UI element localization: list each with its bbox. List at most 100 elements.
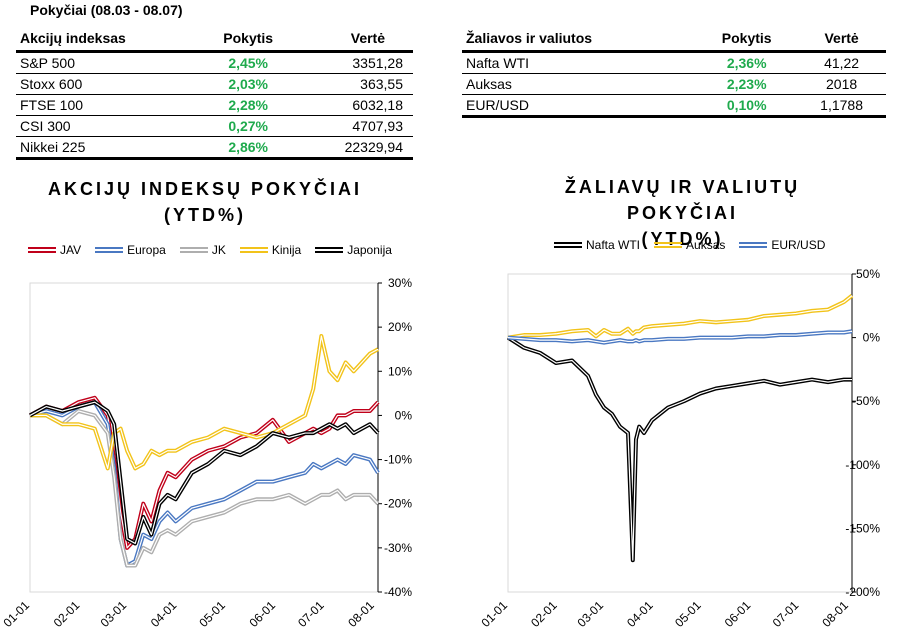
y-tick-label: -100%: [845, 458, 880, 472]
legend-item: Kinija: [239, 243, 302, 257]
x-tick-label: 08-01: [345, 598, 377, 630]
legend-swatch: [554, 242, 582, 248]
series-line-highlight: [30, 335, 379, 469]
row-name: S&P 500: [16, 51, 202, 74]
y-tick-label: -200%: [845, 585, 880, 599]
y-tick-label: 20%: [388, 320, 412, 334]
series-line-jav: [29, 395, 380, 550]
legend-swatch: [28, 247, 56, 253]
legend-label: EUR/USD: [771, 238, 826, 252]
x-tick-label: 03-01: [575, 598, 607, 630]
series-line-highlight: [507, 295, 853, 339]
row-change: 2,36%: [696, 51, 798, 74]
series-line-highlight: [29, 401, 379, 567]
x-tick-label: 05-01: [672, 598, 704, 630]
x-tick-label: 06-01: [247, 598, 279, 630]
legend-label: Auksas: [686, 238, 726, 252]
chart-title-text: AKCIJŲ INDEKSŲ POKYČIAI: [47, 179, 363, 199]
table-row: Nikkei 225 2,86% 22329,94: [16, 136, 413, 160]
legend-item: Auksas: [654, 238, 725, 252]
legend-label: Europa: [127, 243, 166, 257]
row-name: CSI 300: [16, 115, 202, 137]
legend-swatch: [739, 242, 768, 248]
table-row: CSI 300 0,27% 4707,93: [16, 115, 413, 137]
x-tick-label: 04-01: [148, 598, 180, 630]
x-tick-label: 02-01: [51, 598, 83, 630]
table-row: Auksas 2,23% 2018: [462, 73, 886, 95]
legend-label: Kinija: [271, 243, 302, 257]
legend-label: Japonija: [347, 243, 392, 257]
row-change: 2,86%: [201, 136, 296, 160]
commodities-line-chart: 50% 0% -50% -100% -150% -200% 01-01 02-01 03-01 0…: [479, 267, 881, 630]
row-change: 2,45%: [201, 51, 296, 74]
x-tick-label: 07-01: [295, 598, 327, 630]
series-line-highlight: [29, 401, 379, 545]
row-value: 2018: [797, 73, 886, 95]
y-tick-label: 0%: [863, 331, 881, 345]
legend-swatch: [315, 247, 344, 253]
column-header: Pokytis: [696, 27, 798, 53]
x-tick-label: 08-01: [819, 598, 851, 630]
y-tick-label: 50%: [856, 267, 880, 281]
chart-subtitle-text: (YTD%): [641, 229, 724, 249]
y-tick-label: 30%: [388, 276, 412, 290]
chart-subtitle-text: (YTD%): [164, 205, 246, 225]
legend-swatch: [239, 247, 268, 253]
column-header: Vertė: [295, 27, 413, 53]
table-row: Stoxx 600 2,03% 363,55: [16, 73, 413, 95]
row-name: EUR/USD: [462, 94, 697, 118]
legend-item: EUR/USD: [739, 238, 825, 252]
stocks-table: Akcijų indeksas Pokytis Vertė S&P 500 2,4…: [16, 27, 413, 160]
x-tick-label: 01-01: [479, 598, 511, 630]
row-value: 4707,93: [295, 115, 413, 137]
legend-item: JK: [179, 243, 226, 257]
y-tick-label: -150%: [845, 521, 880, 535]
legend-swatch: [95, 247, 124, 253]
stocks-line-chart: 30% 20% 10% 0% -10% -20% -30% -40% 01-01 02-01 03-…: [1, 276, 413, 630]
legend-item: Europa: [95, 243, 166, 257]
y-tick-label: -50%: [852, 394, 880, 408]
table-header-row: Akcijų indeksas Pokytis Vertė: [16, 27, 413, 53]
row-change: 2,28%: [201, 94, 296, 116]
y-tick-label: -30%: [384, 541, 412, 555]
commodities-table: Žaliavos ir valiutos Pokytis Vertė Nafta…: [462, 27, 886, 118]
x-tick-label: 03-01: [98, 598, 130, 630]
series-line-highlight: [507, 337, 852, 561]
row-name: FTSE 100: [16, 94, 202, 116]
page-title: Pokyčiai (08.03 - 08.07): [30, 2, 183, 18]
x-tick-label: 05-01: [196, 598, 228, 630]
row-change: 2,23%: [696, 73, 798, 95]
legend-swatch: [179, 247, 208, 253]
x-tick-label: 02-01: [528, 598, 560, 630]
legend-item: Japonija: [315, 243, 392, 257]
legend-label: Nafta WTI: [586, 238, 641, 252]
y-tick-label: -40%: [384, 585, 412, 599]
legend-item: JAV: [28, 243, 81, 257]
row-name: Nafta WTI: [462, 51, 697, 74]
row-name: Auksas: [462, 73, 697, 95]
series-line-highlight: [507, 330, 853, 344]
series-line-highlight: [30, 410, 379, 567]
y-tick-label: -10%: [384, 453, 412, 467]
column-header: Pokytis: [201, 27, 296, 53]
legend-swatch: [654, 242, 683, 248]
series-line-auksas: [507, 294, 854, 340]
table-row: S&P 500 2,45% 3351,28: [16, 51, 413, 74]
series-line-nafta-wti: [506, 335, 852, 563]
row-value: 3351,28: [295, 51, 413, 74]
chart-title-text: ŽALIAVŲ IR VALIUTŲ POKYČIAI: [564, 177, 801, 223]
row-value: 22329,94: [295, 136, 413, 160]
chart-title-stocks: AKCIJŲ INDEKSŲ POKYČIAI (YTD%): [40, 176, 370, 228]
column-header: Žaliavos ir valiutos: [462, 27, 697, 53]
table-row: EUR/USD 0,10% 1,1788: [462, 94, 886, 118]
chart-legend-stocks: JAV Europa JK Kinija Japonija: [28, 243, 406, 257]
row-value: 363,55: [295, 73, 413, 95]
row-value: 41,22: [797, 51, 886, 74]
series-line-highlight: [29, 397, 379, 549]
row-name: Stoxx 600: [16, 73, 202, 95]
table-header-row: Žaliavos ir valiutos Pokytis Vertė: [462, 27, 886, 53]
table-row: Nafta WTI 2,36% 41,22: [462, 51, 886, 74]
y-tick-label: 0%: [395, 408, 413, 422]
x-tick-label: 06-01: [722, 598, 754, 630]
row-change: 0,10%: [696, 94, 798, 118]
